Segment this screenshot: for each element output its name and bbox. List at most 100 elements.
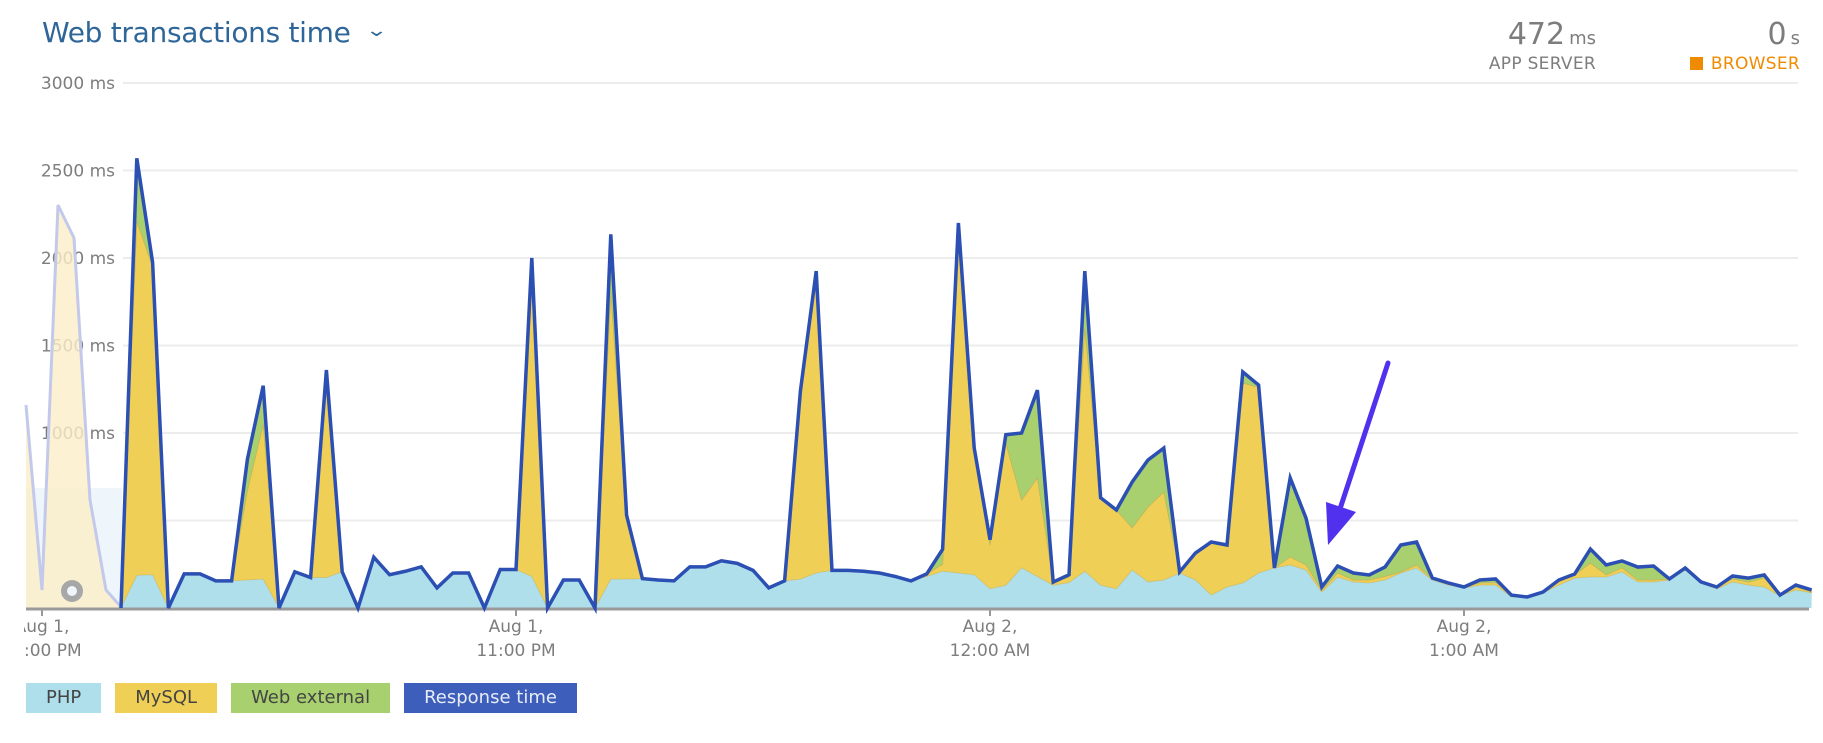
- response-time-point[interactable]: [1032, 385, 1042, 395]
- response-time-point[interactable]: [764, 583, 774, 593]
- legend-response-time[interactable]: Response time: [404, 683, 577, 713]
- response-time-point[interactable]: [432, 583, 442, 593]
- response-time-point[interactable]: [1017, 428, 1027, 438]
- response-time-point[interactable]: [1412, 537, 1422, 547]
- response-time-point[interactable]: [827, 565, 837, 575]
- response-time-point[interactable]: [1364, 570, 1374, 580]
- response-time-point[interactable]: [1048, 577, 1058, 587]
- response-time-point[interactable]: [321, 365, 331, 375]
- response-time-point[interactable]: [1301, 513, 1311, 523]
- chart-title-dropdown[interactable]: Web transactions time ⌄: [42, 16, 388, 49]
- response-time-point[interactable]: [400, 566, 410, 576]
- response-time-point[interactable]: [953, 218, 963, 228]
- response-time-point[interactable]: [211, 576, 221, 586]
- response-time-point[interactable]: [653, 575, 663, 585]
- response-time-point[interactable]: [938, 544, 948, 554]
- legend-web-external[interactable]: Web external: [231, 683, 391, 713]
- response-time-point[interactable]: [985, 535, 995, 545]
- response-time-point[interactable]: [1348, 568, 1358, 578]
- response-time-point[interactable]: [1127, 477, 1137, 487]
- response-time-point[interactable]: [558, 575, 568, 585]
- response-time-point[interactable]: [859, 566, 869, 576]
- response-time-point[interactable]: [701, 562, 711, 572]
- response-time-point[interactable]: [416, 562, 426, 572]
- response-time-point[interactable]: [353, 603, 363, 613]
- response-time-point[interactable]: [1269, 563, 1279, 573]
- response-time-point[interactable]: [1175, 567, 1185, 577]
- response-time-point[interactable]: [1459, 582, 1469, 592]
- response-time-point[interactable]: [163, 603, 173, 613]
- response-time-point[interactable]: [922, 569, 932, 579]
- response-time-point[interactable]: [574, 575, 584, 585]
- response-time-point[interactable]: [590, 603, 600, 613]
- response-time-point[interactable]: [1096, 493, 1106, 503]
- response-time-point[interactable]: [1807, 585, 1817, 595]
- response-time-point[interactable]: [1380, 562, 1390, 572]
- response-time-point[interactable]: [1649, 561, 1659, 571]
- response-time-point[interactable]: [306, 573, 316, 583]
- response-time-point[interactable]: [495, 565, 505, 575]
- response-time-point[interactable]: [1775, 590, 1785, 600]
- response-time-point[interactable]: [1601, 560, 1611, 570]
- response-time-point[interactable]: [369, 552, 379, 562]
- response-time-point[interactable]: [290, 567, 300, 577]
- response-time-point[interactable]: [1143, 455, 1153, 465]
- response-time-point[interactable]: [274, 603, 284, 613]
- response-time-point[interactable]: [448, 568, 458, 578]
- response-time-point[interactable]: [1743, 573, 1753, 583]
- response-time-point[interactable]: [906, 576, 916, 586]
- response-time-point[interactable]: [1712, 582, 1722, 592]
- response-time-point[interactable]: [1285, 473, 1295, 483]
- response-time-point[interactable]: [1696, 577, 1706, 587]
- response-time-point[interactable]: [795, 386, 805, 396]
- response-time-point[interactable]: [1238, 367, 1248, 377]
- response-time-point[interactable]: [479, 603, 489, 613]
- response-time-point[interactable]: [1522, 592, 1532, 602]
- response-time-point[interactable]: [622, 510, 632, 520]
- response-time-point[interactable]: [1222, 540, 1232, 550]
- response-time-point[interactable]: [1190, 548, 1200, 558]
- response-time-point[interactable]: [1475, 575, 1485, 585]
- response-time-point[interactable]: [1064, 570, 1074, 580]
- response-time-point[interactable]: [511, 565, 521, 575]
- response-time-point[interactable]: [669, 576, 679, 586]
- legend-php[interactable]: PHP: [26, 683, 102, 713]
- response-time-point[interactable]: [1317, 582, 1327, 592]
- response-time-point[interactable]: [637, 574, 647, 584]
- response-time-point[interactable]: [780, 576, 790, 586]
- response-time-point[interactable]: [1111, 505, 1121, 515]
- response-time-point[interactable]: [385, 570, 395, 580]
- response-time-point[interactable]: [148, 257, 158, 267]
- response-time-point[interactable]: [1159, 443, 1169, 453]
- response-time-point[interactable]: [685, 562, 695, 572]
- response-time-point[interactable]: [969, 443, 979, 453]
- response-time-point[interactable]: [748, 565, 758, 575]
- response-time-point[interactable]: [258, 381, 268, 391]
- response-time-point[interactable]: [227, 576, 237, 586]
- response-time-point[interactable]: [337, 567, 347, 577]
- response-time-point[interactable]: [843, 565, 853, 575]
- response-time-point[interactable]: [1728, 571, 1738, 581]
- response-time-point[interactable]: [811, 266, 821, 276]
- legend-mysql[interactable]: MySQL: [115, 683, 218, 713]
- response-time-point[interactable]: [1680, 563, 1690, 573]
- response-time-point[interactable]: [1080, 266, 1090, 276]
- response-time-point[interactable]: [464, 568, 474, 578]
- response-time-point[interactable]: [716, 556, 726, 566]
- response-time-point[interactable]: [606, 229, 616, 239]
- response-time-point[interactable]: [1333, 561, 1343, 571]
- response-time-point[interactable]: [1585, 544, 1595, 554]
- response-time-point[interactable]: [543, 603, 553, 613]
- response-time-point[interactable]: [874, 568, 884, 578]
- response-time-point[interactable]: [1538, 587, 1548, 597]
- response-time-point[interactable]: [1554, 575, 1564, 585]
- response-time-point[interactable]: [1759, 570, 1769, 580]
- response-time-point[interactable]: [116, 603, 126, 613]
- response-time-point[interactable]: [195, 569, 205, 579]
- response-time-point[interactable]: [1427, 573, 1437, 583]
- response-time-point[interactable]: [732, 558, 742, 568]
- response-time-point[interactable]: [1001, 430, 1011, 440]
- response-time-point[interactable]: [1491, 574, 1501, 584]
